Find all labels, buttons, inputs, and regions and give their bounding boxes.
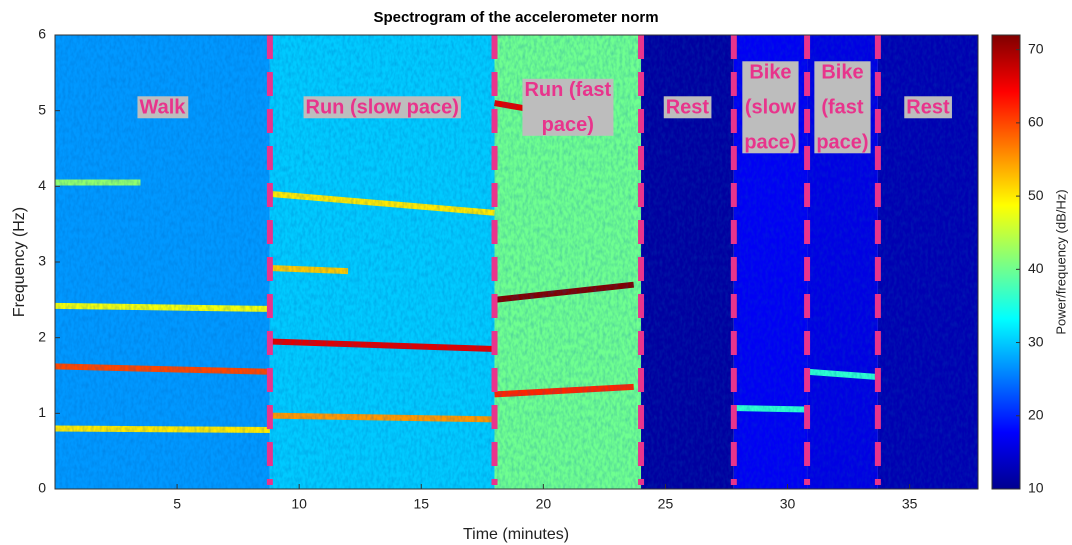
annotation-text: pace) [542,114,594,136]
annotation-box [137,96,189,119]
x-tick-label: 20 [536,496,552,512]
chart-title: Spectrogram of the accelerometer norm [373,9,658,26]
colorbar-tick-label: 60 [1028,114,1044,130]
y-tick-label: 1 [38,404,46,420]
y-tick-label: 2 [38,328,46,344]
activity-annotation: Bike (slow pace) [742,61,799,154]
x-tick-label: 25 [658,496,674,512]
y-tick-label: 3 [38,253,46,269]
annotation-text: Rest [666,96,710,118]
annotation-box [522,78,614,136]
annotation-text: Run (slow pace) [306,96,459,118]
x-tick-label: 35 [902,496,918,512]
x-axis-label: Time (minutes) [463,526,569,543]
x-tick-label: 10 [291,496,307,512]
annotation-text: pace) [744,131,796,153]
y-tick-label: 5 [38,101,46,117]
annotation-text: pace) [816,131,868,153]
overlay: Walk Run (slow pace) Run (fast pace) Rest Bik… [137,35,952,485]
annotation-text: Rest [906,96,950,118]
colorbar-tick-label: 70 [1028,40,1044,56]
annotation-text: (fast [821,96,864,118]
annotation-box [303,96,461,119]
colorbar-tick-label: 10 [1028,480,1044,496]
colorbar-tick-label: 20 [1028,406,1044,422]
colorbar [991,34,1021,490]
activity-annotation: Run (slow pace) [303,96,461,119]
y-axis-label: Frequency (Hz) [11,207,28,317]
y-tick-label: 4 [38,177,46,193]
activity-annotation: Rest [904,96,952,119]
annotation-box [663,96,712,119]
activity-annotation: Run (fast pace) [522,78,614,136]
annotation-text: Run (fast [524,79,611,101]
annotation-text: Bike [821,61,863,83]
activity-annotation: Rest [663,96,712,119]
annotation-box [814,61,871,154]
annotation-text: Walk [139,96,186,118]
annotation-text: (slow [745,96,797,118]
x-tick-label: 15 [413,496,429,512]
y-tick-label: 6 [38,26,46,42]
colorbar-label: Power/frequency (dB/Hz) [1053,189,1068,334]
activity-annotation: Walk [137,96,189,119]
annotation-box [742,61,799,154]
x-tick-label: 5 [173,496,181,512]
y-tick-label: 0 [38,480,46,496]
annotation-box [904,96,952,119]
x-tick-label: 30 [780,496,796,512]
activity-annotation: Bike (fast pace) [814,61,871,154]
colorbar-tick-label: 50 [1028,187,1044,203]
annotation-text: Bike [749,61,791,83]
colorbar-tick-label: 30 [1028,333,1044,349]
colorbar-tick-label: 40 [1028,260,1044,276]
